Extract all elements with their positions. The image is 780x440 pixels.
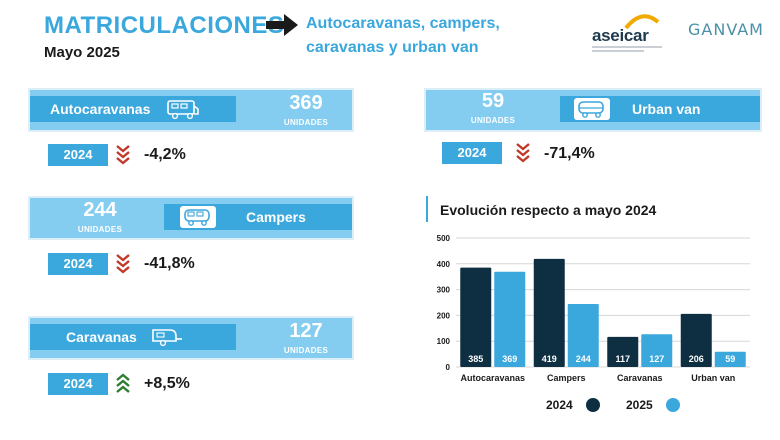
trend-down-icon — [516, 143, 530, 163]
bar-value-label: 419 — [542, 354, 557, 364]
caravanas-value: 127 — [289, 320, 323, 342]
bar-2024 — [460, 267, 492, 367]
campers-value: 244 — [83, 199, 117, 221]
autocaravanas-value: 369 — [289, 92, 323, 114]
bar-2025 — [494, 271, 526, 367]
motorhome-icon — [167, 100, 199, 120]
y-tick-label: 400 — [437, 260, 451, 269]
bar-value-label: 244 — [576, 354, 591, 364]
ganvam-logo: GANVAM — [688, 20, 764, 39]
trend-down-icon — [116, 254, 130, 274]
headline-line-1: Autocaravanas, campers, — [306, 15, 500, 32]
aseicar-arc-icon — [624, 14, 660, 30]
chart-title: Evolución respecto a mayo 2024 — [440, 202, 657, 218]
y-tick-label: 100 — [437, 337, 451, 346]
bar-2024 — [533, 258, 565, 367]
bar-value-label: 117 — [615, 354, 630, 364]
aseicar-logo-text: aseicar — [592, 26, 649, 45]
bar-2025 — [641, 334, 673, 367]
headline: Autocaravanas, campers, caravanas y urba… — [306, 12, 500, 60]
report-date: Mayo 2025 — [44, 44, 120, 61]
autocaravanas-units: UNIDADES — [283, 118, 329, 127]
y-tick-label: 0 — [446, 363, 451, 372]
x-tick-label: Campers — [547, 373, 586, 383]
legend-dot-2025 — [666, 398, 680, 412]
bar-2024 — [680, 313, 712, 367]
campers-year: 2024 — [48, 253, 108, 275]
page-title: MATRICULACIONES — [44, 12, 285, 39]
trend-down-icon — [116, 145, 130, 165]
bar-2024 — [607, 336, 639, 367]
y-tick-label: 200 — [437, 311, 451, 320]
caravanas-year: 2024 — [48, 373, 108, 395]
urban-van-year: 2024 — [442, 142, 502, 164]
bar-2025 — [714, 351, 746, 367]
bar-2025 — [567, 304, 599, 367]
camper-icon — [184, 209, 210, 226]
y-tick-label: 500 — [437, 234, 451, 243]
trend-up-icon — [116, 373, 130, 393]
bar-value-label: 369 — [502, 354, 517, 364]
y-tick-label: 300 — [437, 286, 451, 295]
urban-van-change: -71,4% — [544, 145, 595, 162]
chart-title-accent — [426, 196, 428, 222]
autocaravanas-change: -4,2% — [144, 146, 186, 163]
autocaravanas-year: 2024 — [48, 144, 108, 166]
caravanas-units: UNIDADES — [283, 346, 329, 355]
autocaravanas-label: Autocaravanas — [50, 101, 151, 117]
urban-van-units: UNIDADES — [470, 116, 516, 125]
x-tick-label: Caravanas — [617, 373, 663, 383]
arrow-right-icon — [266, 14, 298, 36]
urban-van-value: 59 — [481, 90, 505, 112]
chart-legend: 2024 2025 — [540, 396, 720, 416]
campers-label: Campers — [246, 209, 306, 225]
bar-value-label: 127 — [649, 354, 664, 364]
caravanas-label: Caravanas — [66, 329, 137, 345]
bar-value-label: 59 — [725, 354, 735, 364]
van-icon — [578, 101, 604, 118]
urban-van-label: Urban van — [632, 101, 701, 117]
campers-change: -41,8% — [144, 255, 195, 272]
aseicar-logo: aseicar — [590, 12, 666, 58]
legend-dot-2024 — [586, 398, 600, 412]
x-tick-label: Autocaravanas — [460, 373, 525, 383]
campers-units: UNIDADES — [77, 225, 123, 234]
bar-chart: 0 100 200 300 400 500 385 369 Autocaravanas 419 24… — [437, 234, 750, 383]
x-tick-label: Urban van — [691, 373, 735, 383]
legend-label-2025: 2025 — [626, 398, 653, 412]
headline-line-2: caravanas y urban van — [306, 39, 479, 56]
bar-value-label: 385 — [468, 354, 483, 364]
bar-value-label: 206 — [689, 354, 704, 364]
caravan-icon — [152, 329, 182, 347]
caravanas-change: +8,5% — [144, 375, 190, 392]
legend-label-2024: 2024 — [546, 398, 573, 412]
